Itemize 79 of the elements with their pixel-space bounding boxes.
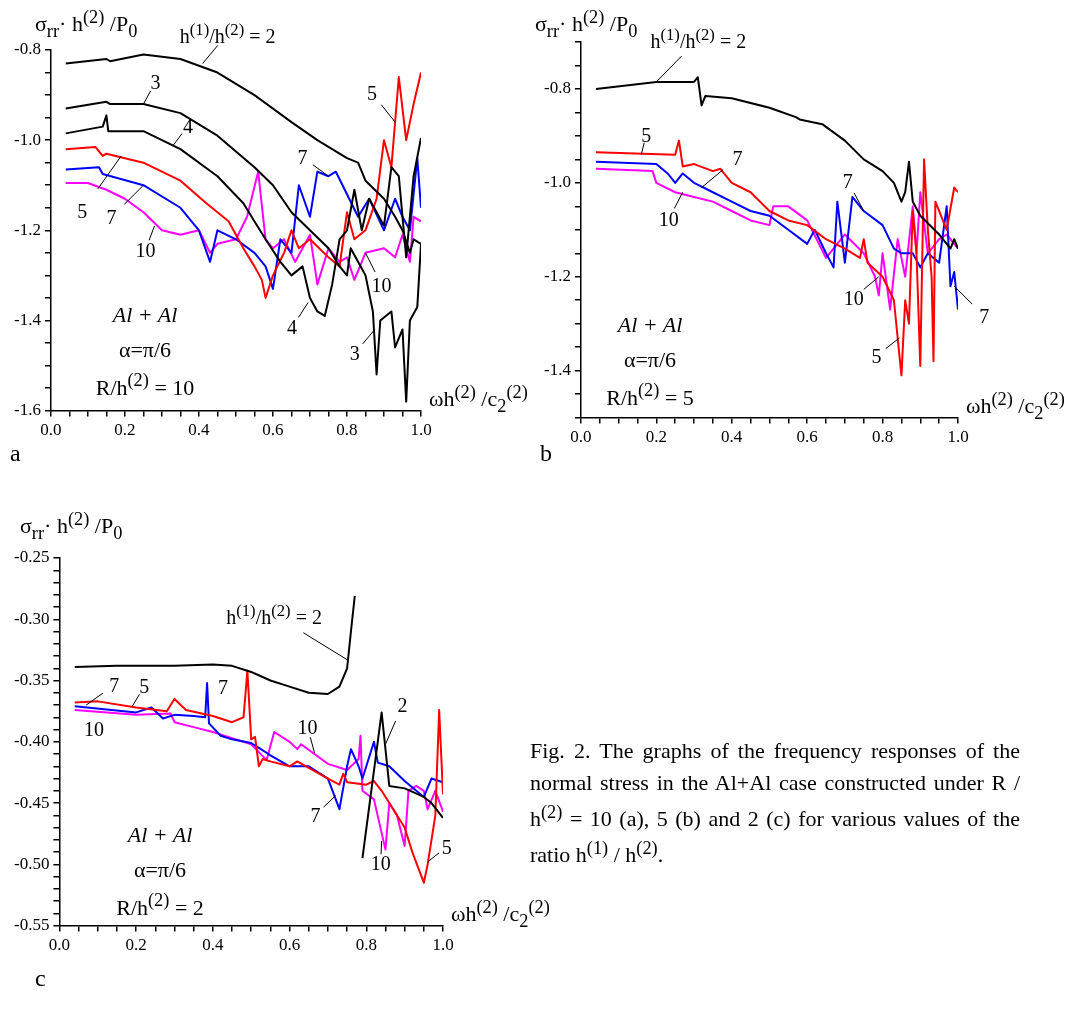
x-tick-label: 0.2	[645, 427, 667, 447]
annotation: 3	[150, 71, 161, 94]
annotation: 7	[732, 146, 743, 169]
y-tick-label: -0.45	[13, 792, 50, 812]
annotation: 2	[397, 694, 408, 717]
x-tick-label: 0.2	[125, 935, 147, 955]
annotation: 7	[297, 146, 308, 169]
annotation: 10	[658, 208, 679, 231]
x-tick-label: 0.6	[278, 935, 301, 955]
annotation: 4	[183, 114, 194, 137]
annotation: Al + Al	[617, 312, 683, 337]
y-axis-title: σ$_{rr}$· h$^{(2)}$ /P$_{0}$	[20, 509, 123, 543]
annotation: 10	[135, 238, 156, 261]
x-tick-label: 0.6	[796, 427, 818, 447]
annotation: Al + Al	[127, 822, 193, 847]
annotation: 5	[871, 344, 882, 367]
annotation: R/h$^{(2)}$ = 10	[95, 370, 195, 400]
annotation: 10	[370, 852, 391, 875]
y-tick-label: -1.6	[13, 400, 41, 420]
annotation: 5	[77, 199, 88, 222]
annotation: 5	[441, 835, 452, 858]
y-axis-title: σ$_{rr}$· h$^{(2)}$ /P$_{0}$	[535, 7, 638, 41]
y-tick-label: -0.25	[13, 547, 50, 567]
annotation: 10	[371, 273, 392, 296]
y-tick-label: -0.8	[13, 39, 41, 59]
y-axis-title: σ$_{rr}$· h$^{(2)}$ /P$_{0}$	[35, 7, 138, 41]
y-tick-label: -0.30	[13, 608, 50, 628]
annotation: 5	[641, 123, 652, 146]
x-tick-label: 1.0	[947, 427, 969, 447]
x-tick-label: 0.4	[721, 427, 743, 447]
text: a	[10, 440, 21, 466]
annotation: 7	[218, 675, 228, 698]
annotation: 7	[842, 170, 853, 193]
annotation: α=π/6	[133, 857, 187, 882]
x-tick-label: 1.0	[410, 420, 432, 440]
y-tick-label: -0.8	[543, 78, 571, 98]
y-tick-label: -1.0	[13, 129, 41, 149]
annotation: 7	[310, 803, 321, 826]
text: b	[540, 440, 552, 466]
annotation: 7	[979, 305, 990, 328]
y-tick-label: -0.35	[13, 670, 50, 689]
x-tick-label: 0.0	[48, 935, 71, 955]
annotation: α=π/6	[623, 347, 677, 372]
annotation: 10	[843, 286, 864, 309]
y-tick-label: -1.0	[543, 172, 571, 192]
annotation: 5	[367, 82, 378, 105]
y-tick-label: -0.55	[13, 915, 50, 935]
annotation: R/h$^{(2)}$ = 2	[116, 890, 204, 920]
x-tick-label: 0.6	[262, 420, 284, 440]
text: c	[35, 965, 46, 991]
annotation: α=π/6	[118, 337, 172, 362]
x-tick-label: 0.4	[202, 935, 224, 955]
annotation: 7	[109, 674, 120, 697]
x-tick-label: 0.0	[40, 420, 62, 440]
annotation: 3	[349, 342, 360, 365]
y-tick-label: -1.2	[13, 219, 41, 239]
annotation: 4	[287, 316, 298, 339]
x-tick-label: 0.8	[871, 427, 894, 447]
x-tick-label: 0.0	[570, 427, 592, 447]
y-tick-label: -0.40	[13, 731, 50, 751]
annotation: 7	[106, 206, 117, 229]
annotation: 10	[83, 718, 104, 741]
annotation: h$^{(1)}$/h$^{(2)}$ = 2	[226, 600, 322, 628]
x-tick-label: 0.8	[336, 420, 358, 440]
x-tick-label: 0.4	[188, 420, 211, 440]
y-tick-label: -1.2	[543, 266, 571, 286]
annotation: Al + Al	[112, 302, 178, 327]
annotation: h$^{(1)}$/h$^{(2)}$ = 2	[179, 19, 276, 47]
x-tick-label: 0.2	[114, 420, 136, 440]
annotation: h$^{(1)}$/h$^{(2)}$ = 2	[650, 25, 747, 52]
y-tick-label: -1.4	[13, 309, 42, 329]
annotation: 10	[297, 715, 318, 738]
y-tick-label: -1.4	[543, 360, 572, 380]
annotation: 5	[139, 675, 150, 698]
x-tick-label: 0.8	[355, 935, 377, 955]
y-tick-label: -0.50	[13, 853, 50, 873]
x-tick-label: 1.0	[432, 935, 454, 955]
text: Fig. 2. The graphs of the frequency responses of the normal stress in the Al+Al case constructed under R / h$^{(2)}$ = 10 (a), 5 (b) and 2 (c) for various values of the ratio h$^{(1)}$ / h$^{(2)}$.	[530, 738, 1020, 868]
annotation: R/h$^{(2)}$ = 5	[606, 380, 694, 410]
